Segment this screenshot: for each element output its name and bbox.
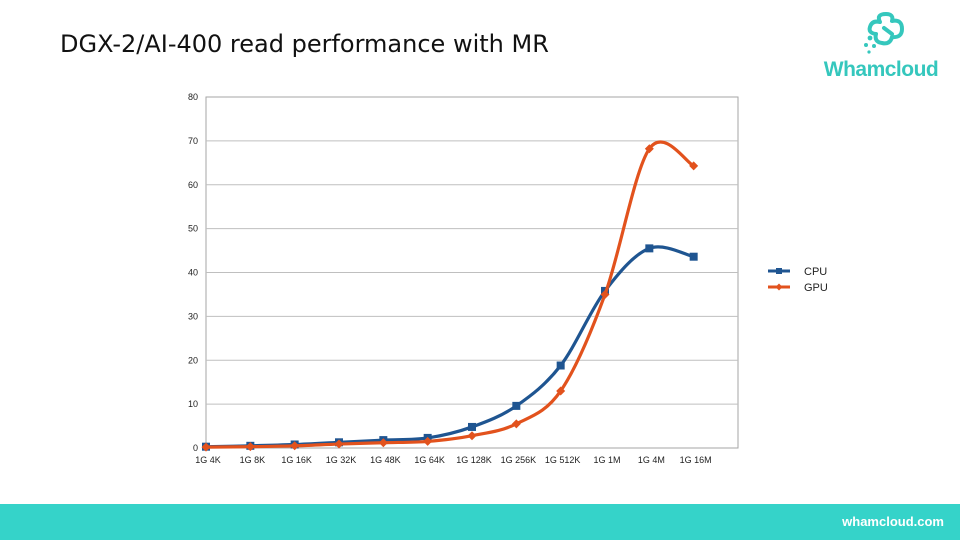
cpu-point (512, 401, 521, 410)
series-gpu (201, 140, 699, 452)
legend-label-gpu: GPU (804, 282, 828, 294)
gpu-point (689, 161, 699, 171)
x-tick-label: 1G 4M (638, 455, 665, 465)
y-tick-label: 60 (188, 180, 198, 190)
gpu-point (467, 431, 477, 441)
gpu-point (511, 419, 521, 429)
cpu-point (689, 252, 698, 261)
whamcloud-logo-icon (864, 12, 904, 54)
legend-marker-cpu (776, 268, 782, 274)
x-tick-label: 1G 4K (195, 455, 221, 465)
y-tick-label: 40 (188, 268, 198, 278)
gpu-point (334, 439, 344, 449)
x-tick-label: 1G 16M (680, 455, 712, 465)
x-tick-label: 1G 256K (501, 455, 537, 465)
cpu-point (468, 422, 476, 431)
x-tick-label: 1G 16K (281, 455, 312, 465)
gridlines (206, 140, 738, 405)
y-tick-label: 50 (188, 224, 198, 234)
logo-wordmark: Whamcloud (823, 58, 939, 81)
x-tick-label: 1G 512K (545, 455, 581, 465)
gpu-point (290, 441, 300, 451)
x-axis-ticks: 1G 4K 1G 8K 1G 16K 1G 32K 1G 48K 1G 64K 1G 128… (195, 455, 711, 465)
y-tick-label: 30 (188, 311, 198, 321)
legend-label-cpu: CPU (804, 266, 827, 278)
footer-bar: whamcloud.com (0, 504, 960, 540)
gpu-point (378, 438, 388, 448)
x-tick-label: 1G 32K (326, 455, 357, 465)
series-group (201, 140, 699, 452)
gpu-point (245, 442, 255, 452)
footer-url[interactable]: whamcloud.com (842, 514, 944, 529)
y-tick-label: 20 (188, 355, 198, 365)
y-axis-ticks: 0 10 20 30 40 50 60 70 80 (188, 92, 198, 453)
cpu-point (645, 244, 654, 253)
gpu-point (644, 144, 654, 154)
x-tick-label: 1G 8K (240, 455, 266, 465)
gpu-point (423, 436, 433, 446)
x-tick-label: 1G 64K (414, 455, 445, 465)
x-tick-label: 1G 48K (370, 455, 401, 465)
cpu-point (556, 361, 565, 370)
legend: CPU GPU (768, 266, 828, 294)
x-tick-label: 1G 128K (456, 455, 492, 465)
y-tick-label: 70 (188, 136, 198, 146)
slide-title: DGX-2/AI-400 read performance with MR (60, 30, 549, 58)
gpu-point (556, 386, 566, 396)
y-tick-label: 80 (188, 92, 198, 102)
gpu-point (600, 289, 610, 299)
whamcloud-logo: Whamcloud (822, 12, 940, 84)
x-tick-label: 1G 1M (593, 455, 620, 465)
legend-marker-gpu (775, 283, 783, 291)
line-chart: 0 10 20 30 40 50 60 70 80 1G 4K 1G 8K 1G 16K 1G 32K… (188, 92, 828, 465)
y-tick-label: 10 (188, 399, 198, 409)
gpu-point (201, 442, 211, 452)
y-tick-label: 0 (193, 443, 198, 453)
